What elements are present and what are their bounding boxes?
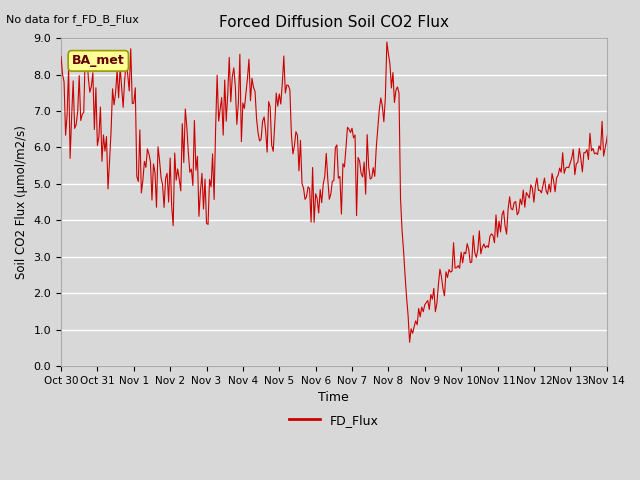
Text: BA_met: BA_met [72,54,125,67]
X-axis label: Time: Time [319,391,349,404]
Y-axis label: Soil CO2 Flux (μmol/m2/s): Soil CO2 Flux (μmol/m2/s) [15,125,28,279]
Legend: FD_Flux: FD_Flux [284,409,384,432]
Title: Forced Diffusion Soil CO2 Flux: Forced Diffusion Soil CO2 Flux [219,15,449,30]
Text: No data for f_FD_B_Flux: No data for f_FD_B_Flux [6,14,140,25]
